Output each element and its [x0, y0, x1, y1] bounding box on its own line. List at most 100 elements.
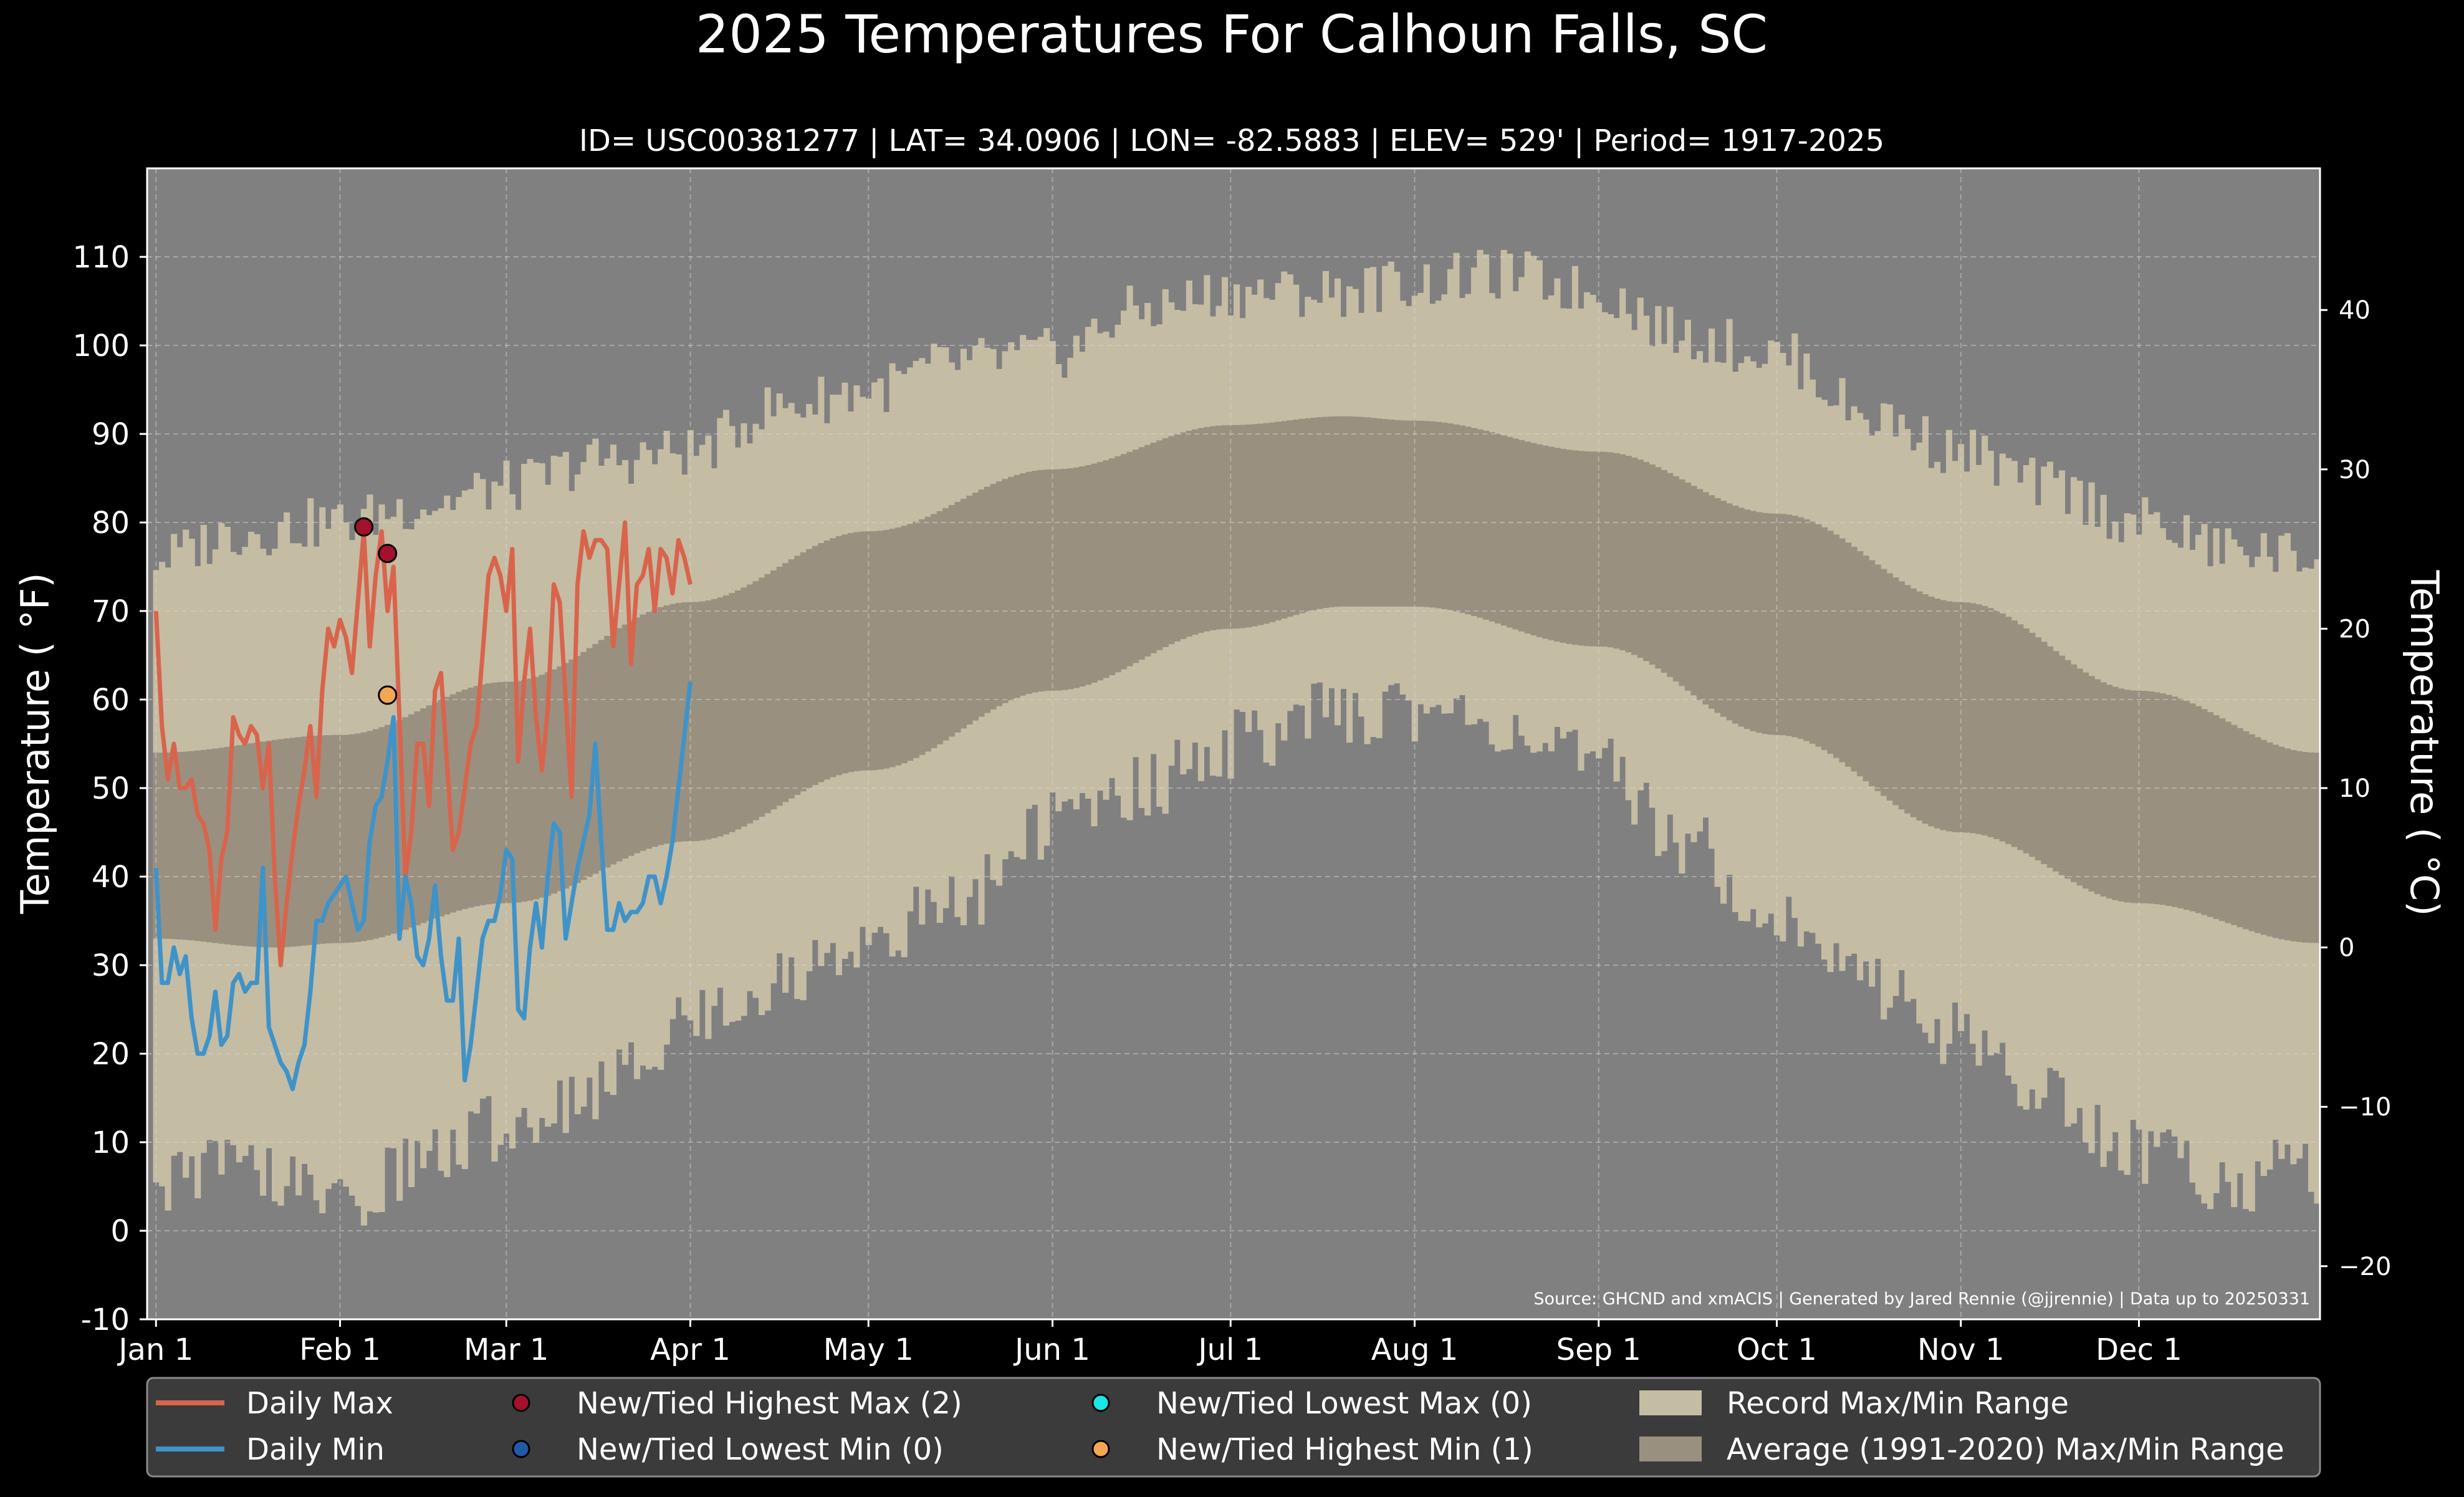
- average-range-bar: [1714, 498, 1721, 713]
- average-range-bar: [325, 735, 332, 944]
- average-range-bar: [200, 749, 207, 942]
- average-range-bar: [1881, 569, 1887, 796]
- average-range-bar: [1298, 418, 1305, 614]
- average-range-bar: [194, 750, 201, 941]
- average-range-bar: [1002, 479, 1009, 703]
- y-tick-label: 90: [92, 417, 130, 452]
- average-range-bar: [1269, 422, 1276, 622]
- average-range-bar: [1204, 426, 1210, 632]
- average-range-bar: [687, 602, 694, 842]
- average-range-bar: [1975, 604, 1982, 834]
- average-range-bar: [1750, 511, 1757, 731]
- average-range-bar: [284, 738, 290, 948]
- average-range-bar: [444, 696, 451, 915]
- average-range-bar: [1803, 519, 1810, 741]
- average-range-bar: [1815, 524, 1822, 747]
- average-range-bar: [2189, 703, 2196, 912]
- average-range-bar: [835, 536, 842, 776]
- average-range-bar: [372, 729, 380, 939]
- average-range-bar: [2207, 712, 2214, 917]
- average-range-bar: [1744, 509, 1751, 729]
- average-range-bar: [1512, 438, 1519, 630]
- average-range-bar: [948, 505, 955, 737]
- average-range-bar: [847, 532, 855, 773]
- average-range-bar: [1571, 450, 1579, 645]
- average-range-bar: [2124, 690, 2131, 903]
- y-tick-label: 70: [92, 594, 130, 629]
- average-range-bar: [2165, 695, 2172, 906]
- average-range-bar: [990, 484, 997, 710]
- average-range-bar: [651, 609, 658, 847]
- average-range-bar: [580, 652, 587, 880]
- y2-tick-label: −10: [2339, 1093, 2391, 1122]
- average-range-bar: [396, 720, 403, 932]
- average-range-bar: [640, 614, 646, 851]
- average-range-bar: [1507, 436, 1513, 628]
- y2-tick-label: 40: [2339, 296, 2371, 325]
- average-range-bar: [360, 732, 368, 941]
- average-range-bar: [705, 600, 712, 840]
- average-range-bar: [759, 577, 765, 817]
- average-range-bar: [2058, 655, 2066, 875]
- average-range-bar: [2308, 752, 2315, 943]
- average-range-bar: [1370, 418, 1377, 607]
- average-range-bar: [782, 563, 789, 802]
- average-range-bar: [1144, 445, 1151, 657]
- average-range-bar: [1079, 466, 1086, 687]
- y-axis-label-fahrenheit: Temperature ( °F): [12, 572, 58, 914]
- average-range-bar: [1239, 425, 1246, 628]
- average-range-bar: [2255, 737, 2261, 933]
- average-range-bar: [1126, 451, 1133, 667]
- average-range-bar: [539, 675, 545, 898]
- average-range-bar: [722, 595, 730, 835]
- average-range-bar: [1197, 428, 1204, 633]
- average-range-bar: [1192, 429, 1199, 635]
- average-range-bar: [1376, 418, 1383, 607]
- average-range-bar: [1429, 421, 1436, 608]
- average-range-bar: [1667, 473, 1674, 677]
- average-range-bar: [1394, 420, 1401, 607]
- average-range-bar: [604, 636, 611, 868]
- average-range-bar: [485, 683, 492, 905]
- average-range-bar: [1732, 506, 1739, 724]
- average-range-bar: [984, 486, 991, 713]
- average-range-bar: [1215, 425, 1222, 630]
- average-range-bar: [1227, 425, 1234, 629]
- average-range-bar: [414, 711, 421, 926]
- average-range-bar: [2225, 721, 2232, 923]
- average-range-bar: [1536, 444, 1543, 637]
- average-range-bar: [1886, 573, 1893, 801]
- average-range-bar: [1043, 469, 1050, 691]
- average-range-bar: [153, 753, 160, 939]
- average-range-bar: [1708, 495, 1715, 709]
- average-range-bar: [1156, 440, 1163, 650]
- average-range-bar: [254, 742, 261, 947]
- x-tick-label: Apr 1: [650, 1332, 731, 1367]
- average-range-bar: [1287, 420, 1293, 617]
- average-range-bar: [171, 752, 178, 940]
- average-range-bar: [2088, 676, 2095, 892]
- average-range-bar: [1993, 610, 2000, 839]
- average-range-bar: [491, 682, 498, 904]
- average-range-bar: [1869, 560, 1876, 786]
- average-range-bar: [2260, 739, 2267, 935]
- average-range-bar: [1631, 457, 1638, 655]
- average-range-bar: [1085, 465, 1092, 685]
- average-range-bar: [1049, 469, 1056, 691]
- average-range-bar: [2231, 724, 2238, 925]
- average-range-bar: [1518, 440, 1525, 632]
- average-range-bar: [865, 531, 872, 771]
- average-range-bar: [2284, 748, 2291, 941]
- average-range-bar: [901, 526, 908, 764]
- average-range-bar: [1922, 594, 1929, 824]
- average-range-bar: [717, 597, 724, 837]
- average-range-bar: [830, 538, 837, 777]
- average-range-bar: [242, 744, 249, 946]
- average-range-bar: [746, 584, 754, 824]
- average-range-bar: [1459, 425, 1466, 613]
- average-range-bar: [2070, 664, 2078, 882]
- average-range-bar: [2136, 690, 2142, 903]
- average-range-bar: [1845, 542, 1852, 767]
- y-tick-label: 60: [92, 683, 130, 718]
